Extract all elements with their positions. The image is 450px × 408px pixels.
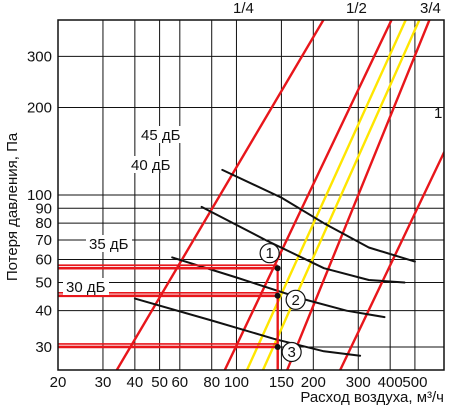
plot-frame — [57, 19, 445, 371]
y-tick-label: 80 — [35, 215, 52, 232]
x-tick-label: 60 — [171, 374, 188, 391]
series-line-1-2 — [223, 20, 393, 370]
svg-text:45 дБ: 45 дБ — [141, 127, 181, 144]
y-tick-label: 70 — [35, 232, 52, 249]
marker-badge-label: 1 — [265, 245, 273, 262]
svg-text:40 дБ: 40 дБ — [131, 157, 171, 174]
y-tick-label: 300 — [27, 48, 52, 65]
y-tick-label: 200 — [27, 100, 52, 117]
x-tick-label: 150 — [269, 374, 294, 391]
y-axis-label: Потеря давления, Па — [4, 132, 21, 281]
svg-text:35 дБ: 35 дБ — [89, 236, 129, 253]
series-line-yellow — [261, 20, 421, 370]
x-tick-label: 500 — [402, 374, 427, 391]
series-line-40- — [200, 205, 406, 284]
db-label-40: 40 дБ — [128, 156, 174, 174]
tick-labels: 20 30 40 50 60 80 100 150 200 300 400 5003040506070… — [27, 48, 427, 391]
marker-point — [274, 265, 281, 272]
ratio-label-1-2: 1/2 — [346, 0, 367, 17]
y-tick-label: 100 — [27, 187, 52, 204]
marker-point — [274, 292, 281, 299]
series-line-yellow — [245, 20, 407, 370]
svg-text:30 дБ: 30 дБ — [66, 279, 106, 296]
series-line-3-4 — [286, 20, 431, 370]
x-tick-label: 400 — [378, 374, 403, 391]
db-label-35: 35 дБ — [86, 235, 132, 253]
x-tick-label: 200 — [301, 374, 326, 391]
y-tick-label: 30 — [35, 339, 52, 356]
series-line-30- — [133, 297, 362, 357]
db-label-30: 30 дБ — [63, 278, 109, 296]
x-axis-label: Расход воздуха, м³/ч — [300, 389, 444, 406]
x-tick-label: 30 — [95, 374, 112, 391]
marker-badge — [281, 341, 302, 363]
x-tick-label: 50 — [151, 374, 168, 391]
marker-badge — [259, 243, 280, 264]
marker-badge — [285, 289, 306, 310]
x-tick-label: 100 — [224, 374, 249, 391]
x-tick-label: 20 — [50, 374, 67, 391]
x-tick-label: 300 — [346, 374, 371, 391]
ratio-label-3-4: 3/4 — [420, 0, 441, 17]
series-line-45- — [221, 168, 416, 263]
marker-badge-label: 2 — [291, 292, 299, 309]
marker-badge-label: 3 — [287, 344, 295, 361]
y-tick-label: 50 — [35, 275, 52, 292]
y-tick-label: 90 — [35, 200, 52, 217]
db-label-45: 45 дБ — [138, 126, 184, 144]
x-tick-label: 80 — [203, 374, 220, 391]
y-tick-label: 60 — [35, 251, 52, 268]
marker-point — [274, 343, 281, 350]
y-tick-label: 40 — [35, 303, 52, 320]
series-line-1 — [339, 151, 444, 370]
markers: 1 2 3 — [58, 243, 306, 370]
ratio-label-1-4: 1/4 — [233, 0, 254, 17]
x-tick-label: 40 — [127, 374, 144, 391]
ratio-label-1: 1 — [434, 105, 442, 122]
series-line-1-4 — [115, 20, 325, 370]
